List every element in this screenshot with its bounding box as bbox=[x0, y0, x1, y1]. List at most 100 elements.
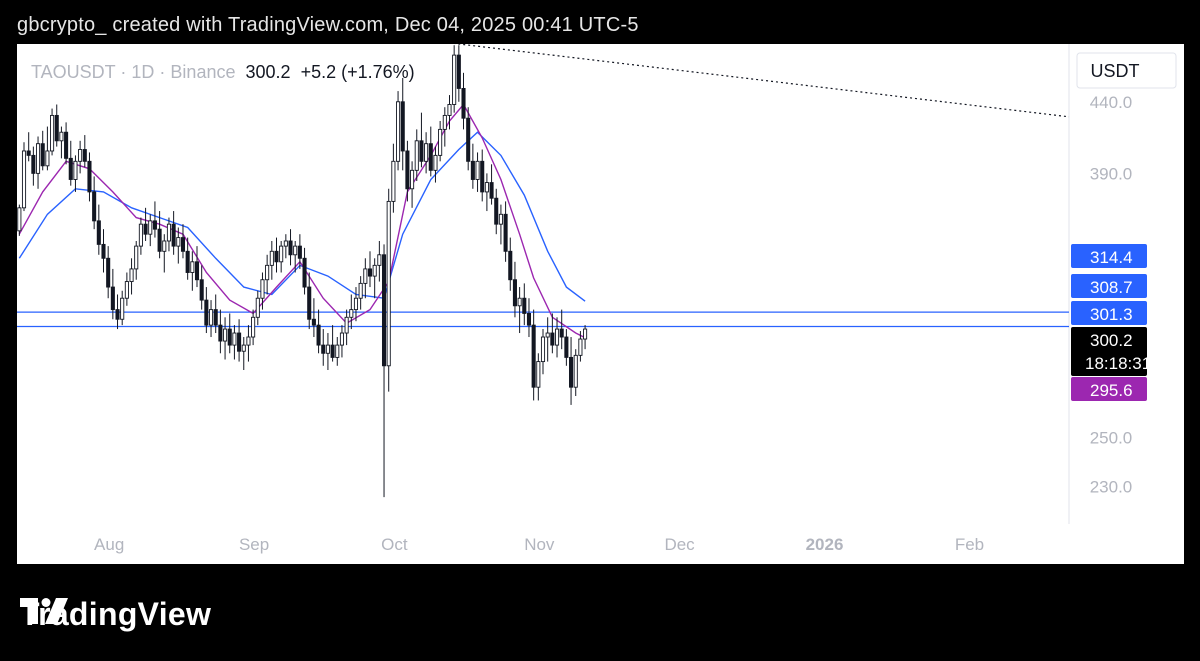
candle-body[interactable] bbox=[456, 54, 461, 89]
candle-body[interactable] bbox=[87, 160, 92, 193]
candle-body[interactable] bbox=[251, 316, 256, 338]
candle-body[interactable] bbox=[213, 309, 218, 326]
candle-body[interactable] bbox=[442, 114, 447, 130]
candle-body[interactable] bbox=[466, 117, 471, 162]
candle-body[interactable] bbox=[316, 324, 321, 346]
candle-body[interactable] bbox=[540, 336, 546, 363]
candle-body[interactable] bbox=[391, 160, 396, 202]
candle-body[interactable] bbox=[569, 356, 574, 388]
candle-body[interactable] bbox=[372, 264, 377, 277]
candle-body[interactable] bbox=[517, 297, 522, 307]
candle-body[interactable] bbox=[405, 150, 410, 190]
candle-body[interactable] bbox=[512, 279, 517, 307]
candle-body[interactable] bbox=[433, 154, 438, 171]
candle-body[interactable] bbox=[129, 268, 134, 283]
candle-body[interactable] bbox=[554, 328, 560, 346]
candle-body[interactable] bbox=[269, 250, 274, 266]
candle-body[interactable] bbox=[321, 344, 326, 354]
candle-body[interactable] bbox=[157, 228, 162, 252]
candle-body[interactable] bbox=[185, 250, 190, 273]
chart-panel[interactable]: 440.0 390.0 250.0 230.0 Aug Sep Oct Nov Dec 2026 F… bbox=[17, 44, 1184, 564]
candle-body[interactable] bbox=[17, 207, 22, 232]
candle-body[interactable] bbox=[124, 281, 129, 299]
candle-body[interactable] bbox=[237, 332, 242, 352]
candle-body[interactable] bbox=[489, 182, 494, 199]
candle-body[interactable] bbox=[288, 240, 293, 256]
candle-body[interactable] bbox=[363, 268, 368, 284]
candle-body[interactable] bbox=[45, 150, 50, 167]
candle-body[interactable] bbox=[410, 169, 415, 190]
candle-body[interactable] bbox=[330, 344, 335, 358]
candle-body[interactable] bbox=[545, 332, 550, 338]
candle-body[interactable] bbox=[265, 264, 270, 281]
candle-body[interactable] bbox=[59, 131, 64, 142]
price-chart[interactable]: 440.0 390.0 250.0 230.0 Aug Sep Oct Nov Dec 2026 F… bbox=[17, 44, 1184, 564]
candle-body[interactable] bbox=[447, 104, 452, 116]
candle-body[interactable] bbox=[68, 157, 73, 180]
candle-body[interactable] bbox=[573, 354, 578, 388]
candle-body[interactable] bbox=[536, 361, 541, 388]
candle-body[interactable] bbox=[204, 299, 209, 326]
candle-body[interactable] bbox=[227, 328, 232, 346]
candle-body[interactable] bbox=[367, 268, 373, 277]
candle-body[interactable] bbox=[475, 160, 480, 180]
candle-body[interactable] bbox=[78, 149, 83, 162]
candle-body[interactable] bbox=[106, 257, 111, 288]
candle-body[interactable] bbox=[428, 143, 433, 171]
candle-body[interactable] bbox=[526, 312, 532, 326]
candle-body[interactable] bbox=[260, 279, 265, 299]
candle-body[interactable] bbox=[92, 191, 97, 222]
candle-body[interactable] bbox=[438, 128, 443, 156]
candle-body[interactable] bbox=[503, 213, 508, 252]
candle-body[interactable] bbox=[522, 297, 527, 314]
candle-body[interactable] bbox=[424, 143, 429, 162]
candle-body[interactable] bbox=[400, 101, 405, 152]
candle-body[interactable] bbox=[578, 338, 583, 356]
candle-body[interactable] bbox=[152, 220, 157, 230]
candle-body[interactable] bbox=[494, 197, 499, 225]
candle-body[interactable] bbox=[274, 250, 279, 263]
candle-body[interactable] bbox=[344, 316, 349, 334]
candle-body[interactable] bbox=[241, 344, 246, 352]
candle-body[interactable] bbox=[73, 160, 78, 180]
candle-body[interactable] bbox=[279, 245, 284, 263]
candle-body[interactable] bbox=[176, 237, 181, 247]
candle-body[interactable] bbox=[381, 254, 387, 367]
candle-body[interactable] bbox=[377, 254, 382, 266]
candle-body[interactable] bbox=[339, 332, 344, 346]
candle-body[interactable] bbox=[208, 309, 214, 326]
candle-body[interactable] bbox=[349, 309, 354, 318]
candle-body[interactable] bbox=[190, 261, 195, 273]
candle-body[interactable] bbox=[162, 240, 167, 252]
candle-body[interactable] bbox=[461, 87, 466, 119]
candle-body[interactable] bbox=[480, 160, 485, 193]
candle-body[interactable] bbox=[40, 143, 45, 167]
candle-body[interactable] bbox=[110, 286, 115, 311]
candle-body[interactable] bbox=[232, 332, 237, 346]
candle-body[interactable] bbox=[484, 182, 489, 193]
symbol-interval[interactable]: 1D bbox=[131, 62, 155, 82]
candle-body[interactable] bbox=[115, 309, 120, 320]
candle-body[interactable] bbox=[283, 240, 288, 247]
candle-body[interactable] bbox=[550, 332, 555, 346]
candle-body[interactable] bbox=[353, 297, 359, 311]
candle-body[interactable] bbox=[120, 297, 125, 320]
candle-body[interactable] bbox=[386, 200, 391, 367]
candle-body[interactable] bbox=[470, 160, 475, 180]
candle-body[interactable] bbox=[134, 245, 139, 270]
candle-body[interactable] bbox=[508, 250, 513, 281]
candle-body[interactable] bbox=[414, 140, 419, 171]
candle-body[interactable] bbox=[358, 282, 363, 299]
candle-body[interactable] bbox=[194, 261, 200, 281]
candle-body[interactable] bbox=[101, 243, 106, 259]
candle-body[interactable] bbox=[82, 149, 87, 162]
candle-body[interactable] bbox=[54, 114, 59, 142]
candle-body[interactable] bbox=[64, 131, 69, 159]
candle-body[interactable] bbox=[311, 318, 316, 326]
candle-body[interactable] bbox=[36, 143, 41, 174]
candle-body[interactable] bbox=[255, 297, 260, 318]
candle-body[interactable] bbox=[246, 336, 251, 346]
candle-body[interactable] bbox=[583, 328, 588, 340]
candle-body[interactable] bbox=[21, 150, 27, 209]
candle-body[interactable] bbox=[293, 245, 298, 256]
